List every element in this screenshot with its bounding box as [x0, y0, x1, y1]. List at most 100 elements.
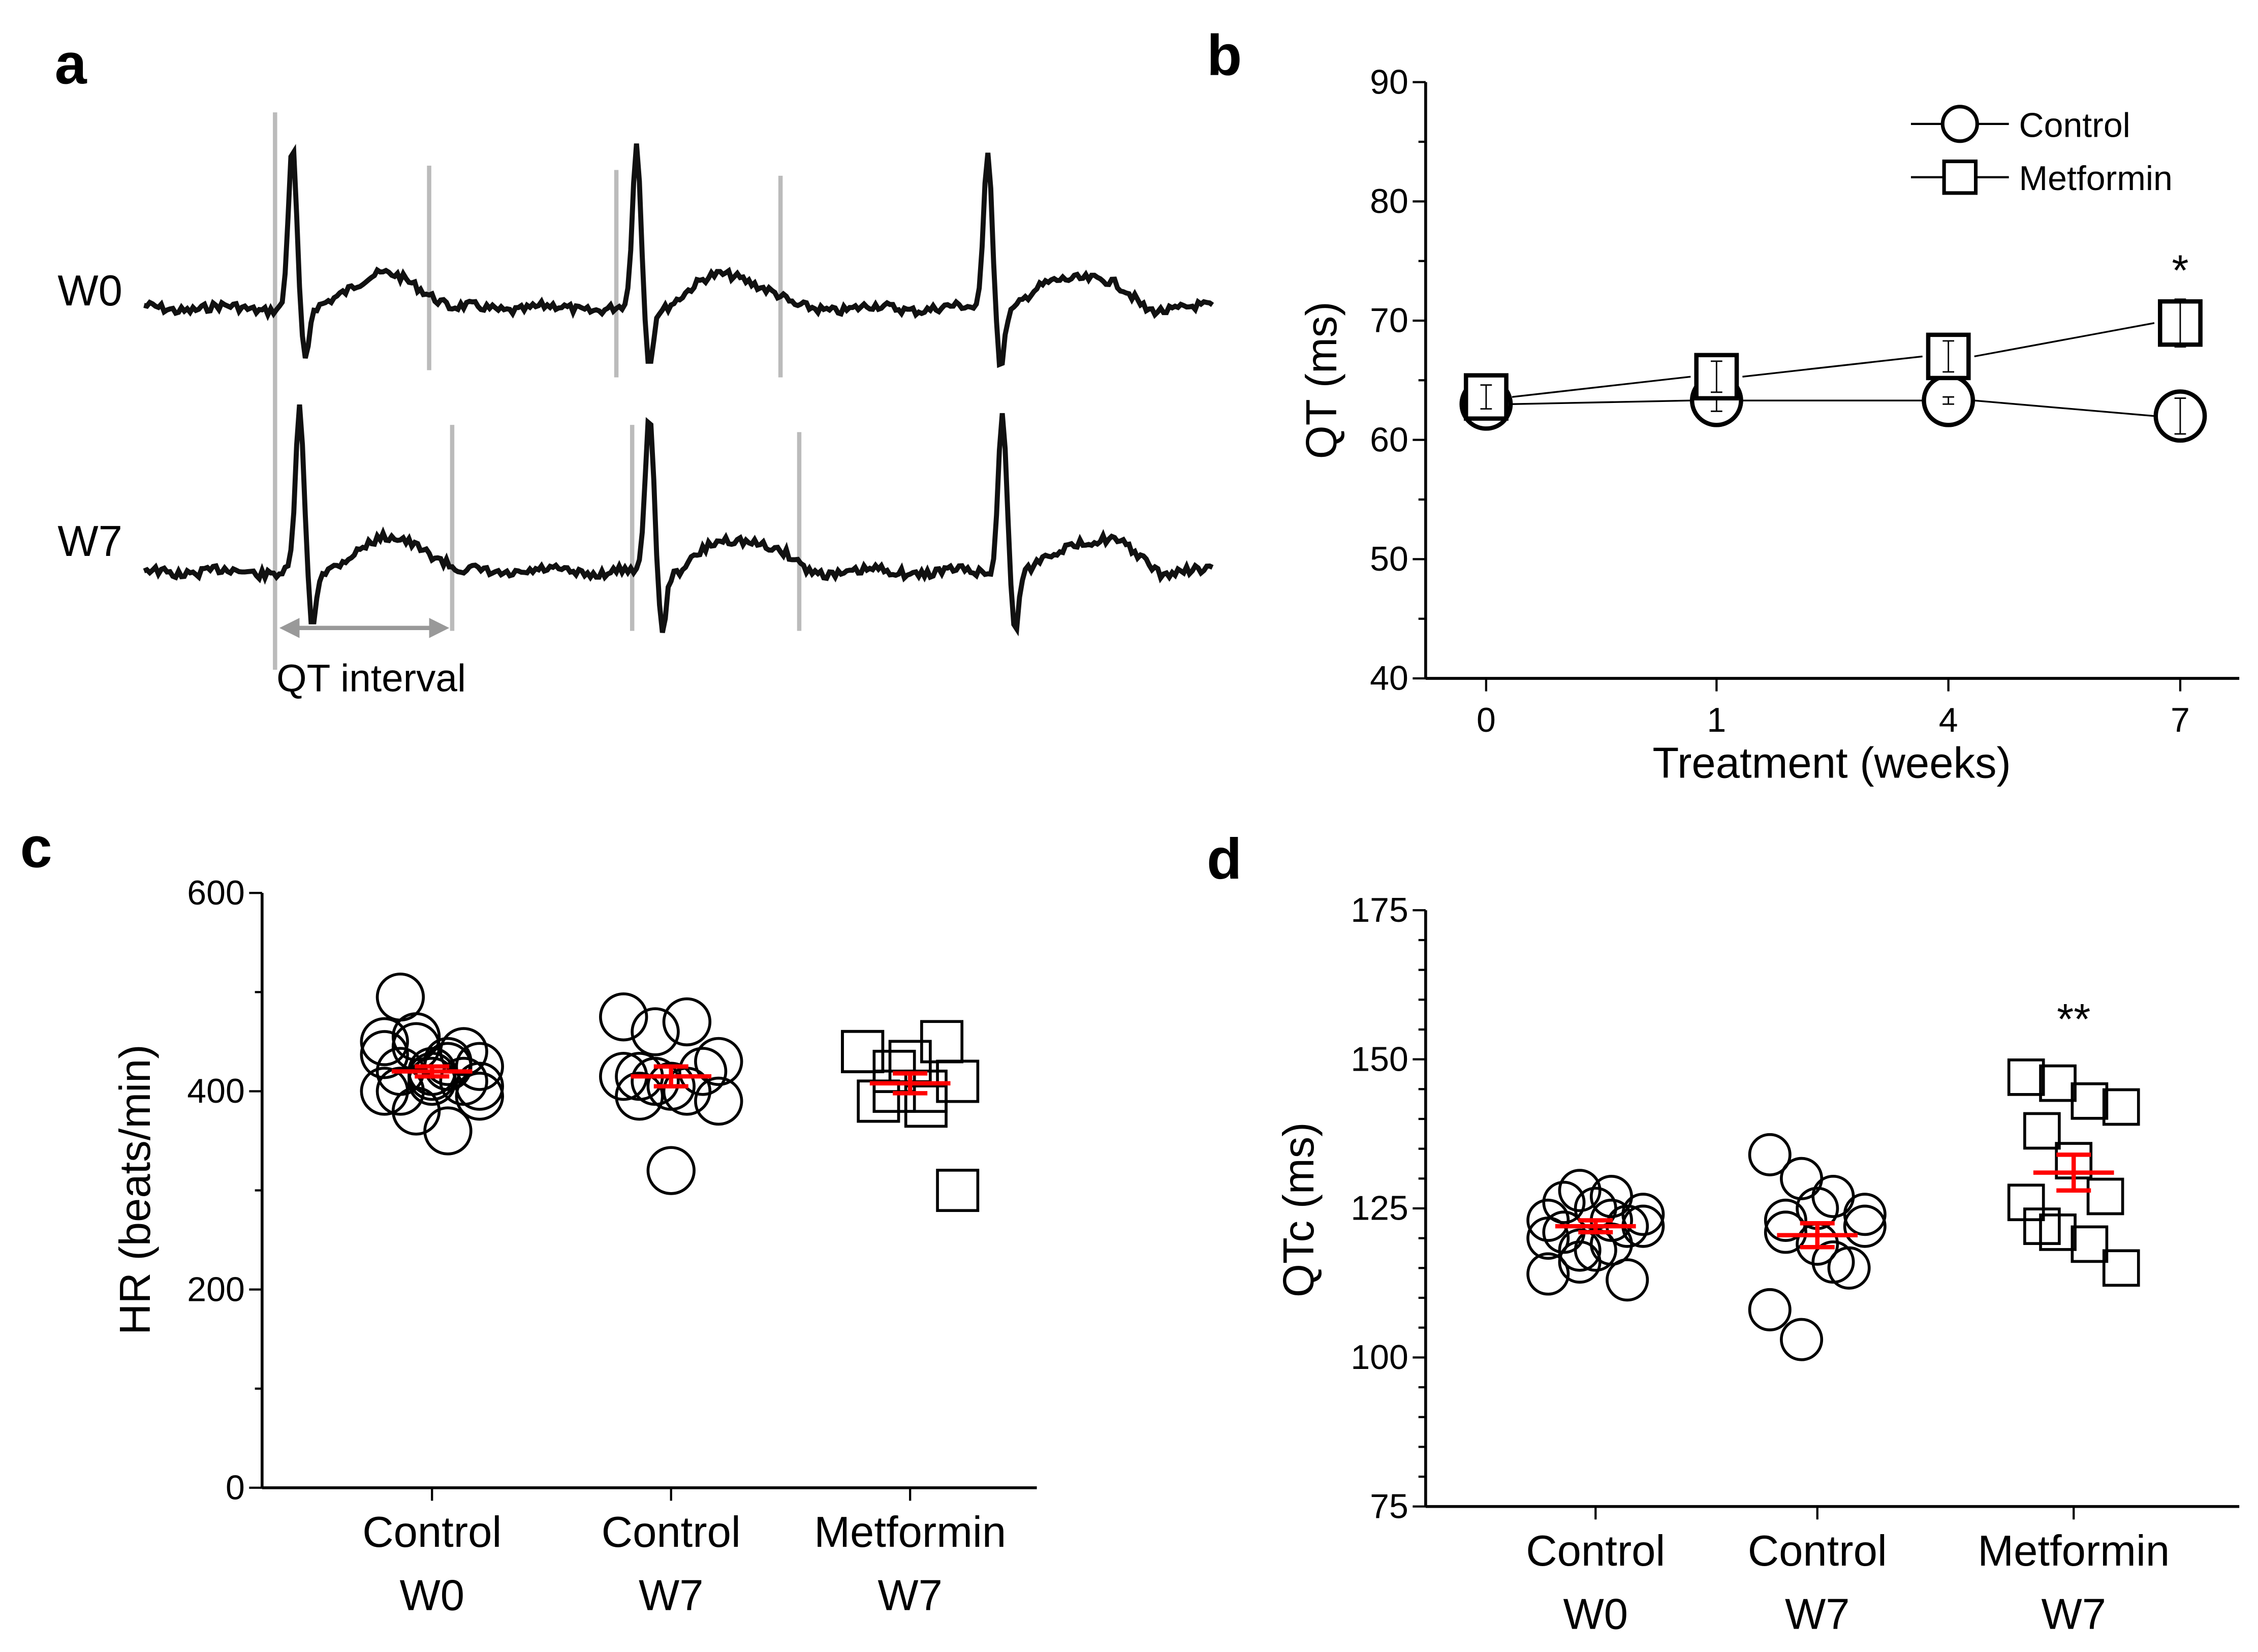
mean-sem-bar — [869, 1071, 951, 1096]
legend: Control Metformin — [1910, 105, 2173, 198]
data-point-circle — [1843, 1204, 1887, 1248]
hr-scatter-chart: HR (beats/min) 0 200 400 600 Control W0 Contro… — [111, 874, 1037, 1620]
x-tick-label-line1: Control — [1748, 1527, 1887, 1575]
significance-mark: * — [2172, 246, 2188, 295]
data-point-circle — [1764, 1210, 1807, 1254]
data-point-circle — [1621, 1193, 1665, 1236]
mean-sem-bar — [2033, 1152, 2114, 1193]
x-axis-label: Treatment (weeks) — [1652, 739, 2011, 788]
data-point-circle — [1780, 1318, 1824, 1361]
legend-control: Control — [2019, 106, 2130, 144]
data-point-circle — [662, 997, 712, 1047]
data-point-circle — [1764, 1198, 1807, 1242]
data-point-circle — [423, 1106, 473, 1156]
data-point-circle — [1843, 1193, 1887, 1236]
data-point-circle — [1526, 1198, 1570, 1242]
y-tick-label: 40 — [1370, 659, 1408, 698]
data-point-circle — [646, 1146, 696, 1195]
x-tick-label: 7 — [2171, 701, 2190, 739]
mean-sem-bar — [391, 1064, 473, 1079]
y-axis-label: QT (ms) — [1298, 301, 1346, 459]
qt-line-chart: QT (ms) Treatment (weeks) * Control Metf… — [1298, 63, 2240, 788]
data-point-square — [2102, 1249, 2140, 1287]
data-point-circle — [631, 1007, 680, 1056]
mean-sem-bar — [1777, 1221, 1858, 1250]
qt-interval-label: QT interval — [276, 657, 466, 700]
data-point-circle — [455, 1042, 504, 1091]
ecg-trace-w7 — [143, 404, 1214, 637]
data-point-circle — [1558, 1228, 1602, 1272]
error-bar — [1942, 340, 1954, 373]
data-point-circle — [694, 1037, 743, 1086]
data-point-square — [857, 1079, 900, 1123]
data-point-circle — [678, 1047, 728, 1096]
data-point-square — [2023, 1112, 2061, 1150]
legend-metformin: Metformin — [2019, 159, 2173, 198]
qt-markers — [273, 112, 802, 670]
series-line-metformin — [1742, 355, 1923, 378]
y-tick-label: 600 — [187, 874, 244, 912]
data-point-circle — [615, 1072, 664, 1121]
legend-square-icon — [1942, 159, 1978, 195]
x-tick-label-line1: Metformin — [814, 1508, 1006, 1556]
error-bar — [1480, 384, 1492, 410]
y-tick-label: 50 — [1370, 540, 1408, 578]
qtc-scatter-chart: QTc (ms) ** 75 100 125 150 175 Control W0 Contr… — [1275, 891, 2240, 1639]
data-point-square — [2007, 1058, 2045, 1096]
x-tick-label-line1: Control — [1526, 1527, 1665, 1575]
qt-interval-arrow — [279, 617, 450, 638]
x-tick-label: 0 — [1477, 701, 1496, 739]
y-tick-label: 400 — [187, 1072, 244, 1110]
data-point-circle — [407, 1056, 457, 1106]
ecg-panel: W0 W7 QT interval — [57, 112, 1214, 700]
panel-label-b: b — [1207, 23, 1242, 87]
x-tick-label-line1: Control — [602, 1508, 741, 1556]
data-point-circle — [1780, 1157, 1824, 1200]
x-tick-label: 1 — [1707, 701, 1726, 739]
ecg-trace-w0 — [143, 143, 1214, 368]
series-line-control — [1512, 399, 1691, 405]
data-point-circle — [375, 972, 425, 1022]
data-point-circle — [694, 1076, 743, 1126]
panel-label-c: c — [20, 815, 52, 880]
x-tick-label-line2: W0 — [1563, 1591, 1628, 1639]
data-point-circle — [646, 1062, 696, 1111]
x-tick-label-line2: W7 — [639, 1572, 704, 1620]
x-tick-label-line2: W0 — [399, 1572, 464, 1620]
data-point-square — [2023, 1207, 2061, 1245]
y-tick-label: 70 — [1370, 301, 1408, 340]
y-tick-label: 75 — [1370, 1487, 1408, 1525]
data-point-circle — [360, 1017, 409, 1067]
data-point-square — [2071, 1225, 2109, 1263]
trace-label-w7: W7 — [57, 517, 122, 566]
y-tick-label: 200 — [187, 1270, 244, 1308]
data-point-circle — [1811, 1240, 1855, 1284]
data-point-square — [2102, 1088, 2140, 1126]
series-line-metformin — [1512, 376, 1691, 398]
trace-label-w0: W0 — [57, 267, 122, 315]
data-point-circle — [1526, 1252, 1570, 1296]
data-point-circle — [1748, 1133, 1792, 1176]
x-tick-label: 4 — [1939, 701, 1958, 739]
data-point-circle — [1606, 1258, 1649, 1302]
x-tick-label-line2: W7 — [2041, 1591, 2106, 1639]
error-bar — [2174, 298, 2186, 348]
data-point-square — [841, 1030, 885, 1073]
x-tick-label-line1: Metformin — [1978, 1527, 2170, 1575]
y-tick-label: 175 — [1351, 891, 1408, 929]
y-tick-label: 80 — [1370, 182, 1408, 221]
data-point-square — [920, 1020, 964, 1064]
mean-sem-bar — [1555, 1218, 1636, 1235]
y-tick-label: 125 — [1351, 1189, 1408, 1228]
data-point-square — [904, 1084, 948, 1128]
data-point-circle — [1526, 1217, 1570, 1260]
data-point-circle — [1542, 1180, 1586, 1224]
data-point-circle — [1558, 1169, 1602, 1212]
panel-label-d: d — [1207, 827, 1242, 891]
y-tick-label: 0 — [226, 1468, 245, 1507]
x-tick-label-line1: Control — [362, 1508, 501, 1556]
data-point-circle — [360, 1067, 409, 1116]
data-point-square — [2086, 1177, 2124, 1215]
y-tick-label: 150 — [1351, 1040, 1408, 1078]
